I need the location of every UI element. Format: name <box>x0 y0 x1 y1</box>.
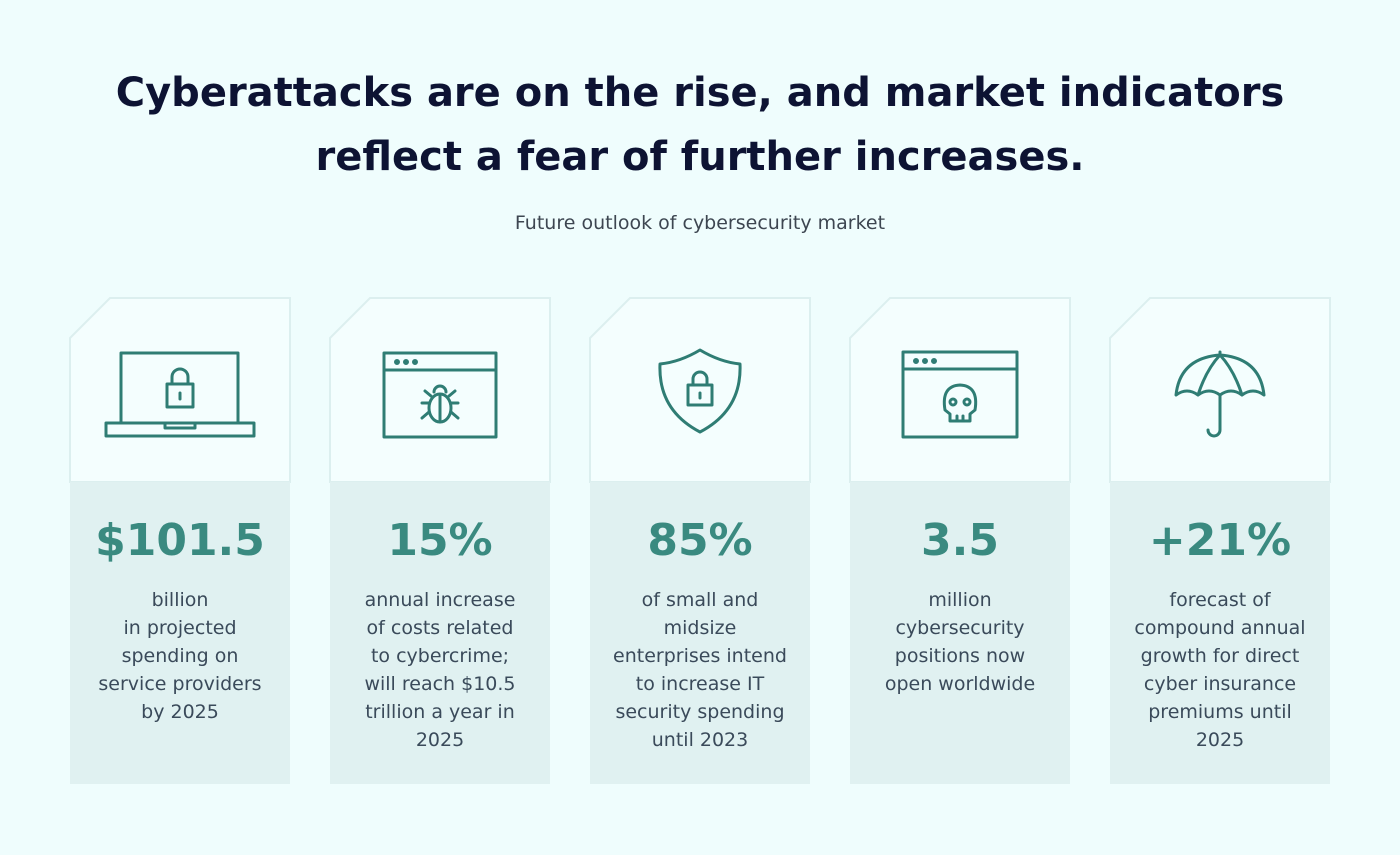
icons <box>104 348 1266 439</box>
stat-card: +21% forecast of compound annual growth for… <box>1109 297 1331 784</box>
stat-description: enterprises intend <box>613 645 787 667</box>
title-line: Cyberattacks are on the rise, and market… <box>116 70 1285 116</box>
stat-description: spending on <box>122 645 239 667</box>
stat-description: midsize <box>664 617 737 639</box>
card-bottom <box>70 482 290 784</box>
title-line: reflect a fear of further increases. <box>316 134 1085 180</box>
stat-description: of small and <box>642 589 759 611</box>
bug-icon <box>382 351 498 439</box>
stat-description: open worldwide <box>885 673 1035 695</box>
stat-value: 15% <box>387 515 492 566</box>
card-top <box>1109 297 1331 483</box>
stat-description: until 2023 <box>652 729 748 751</box>
stat-description: service providers <box>98 673 261 695</box>
stat-description: trillion a year in <box>365 701 515 723</box>
skull-icon <box>901 350 1019 439</box>
stat-description: to cybercrime; <box>371 645 509 667</box>
card-top <box>589 297 811 483</box>
stat-description: to increase IT <box>636 673 765 695</box>
stat-value: +21% <box>1149 515 1291 566</box>
stat-description: security spending <box>615 701 784 723</box>
shield-icon <box>658 348 742 434</box>
stat-card: 85% of small and midsize enterprises intend… <box>589 297 811 784</box>
stat-description: in projected <box>123 617 236 639</box>
stat-description: positions now <box>895 645 1025 667</box>
card-top <box>69 297 291 483</box>
subtitle: Future outlook of cybersecurity market <box>515 212 885 234</box>
stat-value: 3.5 <box>921 515 999 566</box>
stat-description: forecast of <box>1169 589 1271 611</box>
stat-description: billion <box>152 589 209 611</box>
stat-description: cybersecurity <box>895 617 1024 639</box>
card-bottom <box>330 482 550 784</box>
stat-value: 85% <box>647 515 752 566</box>
laptop-icon <box>104 351 256 438</box>
card-bottom <box>850 482 1070 784</box>
card-bottom <box>590 482 810 784</box>
stat-card: 3.5 million cybersecurity positions now open… <box>849 297 1071 784</box>
stat-description: growth for direct <box>1141 645 1300 667</box>
stat-description: premiums until <box>1148 701 1292 723</box>
stat-description: will reach $10.5 <box>364 673 515 695</box>
stat-value: $101.5 <box>95 515 265 566</box>
stat-description: compound annual <box>1134 617 1305 639</box>
stat-description: cyber insurance <box>1144 673 1296 695</box>
card-top <box>849 297 1071 483</box>
stat-description: annual increase <box>365 589 516 611</box>
stat-description: 2025 <box>1196 729 1244 751</box>
card-top <box>329 297 551 483</box>
card-bottom <box>1110 482 1330 784</box>
stat-description: 2025 <box>416 729 464 751</box>
stat-description: of costs related <box>367 617 514 639</box>
stat-card: $101.5 billion in projected spending on serv… <box>69 297 291 784</box>
stat-description: by 2025 <box>141 701 219 723</box>
stat-description: million <box>928 589 991 611</box>
umbrella-icon <box>1174 350 1266 438</box>
